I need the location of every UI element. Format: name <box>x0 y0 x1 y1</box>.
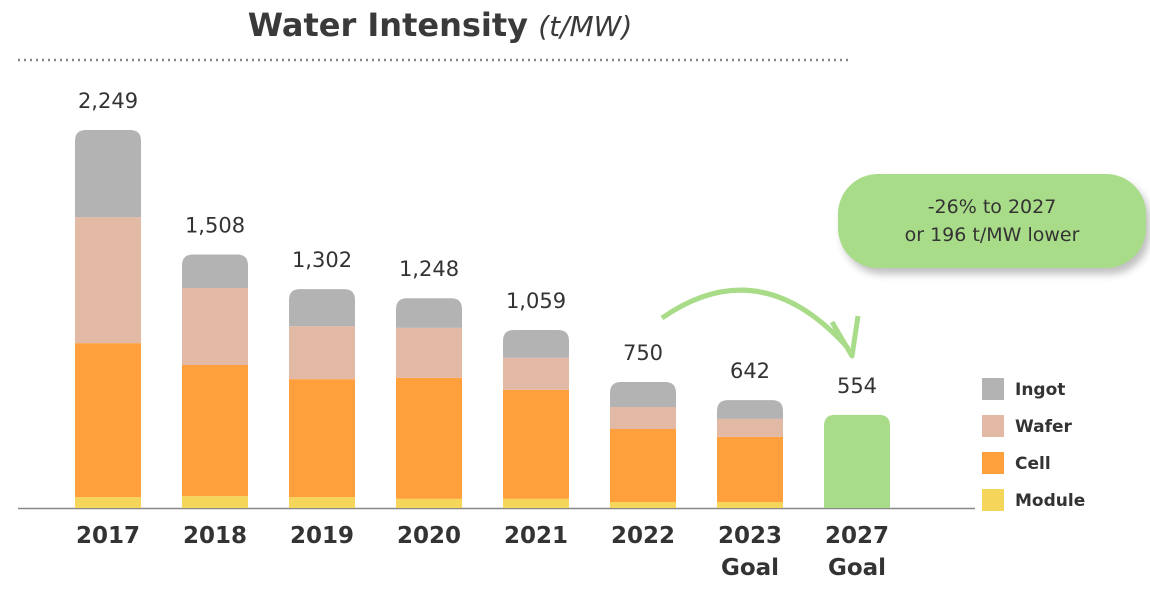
bar-segment <box>396 377 462 499</box>
bar-segment <box>182 254 248 288</box>
bar-segment <box>503 330 569 358</box>
x-tick-label: 2023 Goal <box>717 523 782 581</box>
bar-segment <box>503 357 569 390</box>
bar-segment <box>289 379 355 498</box>
chart-title: Water Intensity (t/MW) <box>0 6 880 44</box>
bar-segment <box>610 406 676 430</box>
legend-label: Wafer <box>1015 417 1073 437</box>
bar-segment <box>717 418 783 437</box>
bar-segment <box>182 287 248 365</box>
bar-segment <box>503 389 569 499</box>
value-label: 554 <box>837 374 877 398</box>
x-tick-label: 2018 <box>182 523 247 549</box>
x-tick-label: 2021 <box>503 523 568 549</box>
bar-segment <box>717 400 783 419</box>
legend-label: Ingot <box>1015 380 1065 400</box>
bar-segment <box>396 498 462 508</box>
legend-label: Module <box>1015 491 1085 511</box>
legend-swatch <box>982 378 1004 400</box>
bar-segment <box>610 501 676 508</box>
legend-swatch <box>982 415 1004 437</box>
bar-segment <box>610 381 676 407</box>
bar-segment <box>182 496 248 508</box>
bar-segment <box>75 217 141 344</box>
value-label: 1,248 <box>399 257 459 281</box>
annotation: -26% to 2027 or 196 t/MW lower <box>838 174 1146 268</box>
bar-segment <box>717 436 783 502</box>
bar-segment <box>610 429 676 502</box>
bar-segment <box>75 343 141 498</box>
bar-segment <box>289 289 355 327</box>
goal-bar <box>824 414 890 508</box>
value-label: 750 <box>623 341 663 365</box>
bar-segment <box>289 326 355 380</box>
legend-swatch <box>982 489 1004 511</box>
value-label: 1,302 <box>292 248 352 272</box>
value-label: 2,249 <box>78 89 138 113</box>
x-tick-label: 2017 <box>75 523 140 549</box>
arrow-head <box>829 315 861 359</box>
bar-segment <box>182 364 248 497</box>
bar-segment <box>396 327 462 378</box>
value-label: 642 <box>730 359 770 383</box>
x-tick-label: 2020 <box>396 523 461 549</box>
x-tick-label: 2022 <box>610 523 675 549</box>
arrow <box>660 287 850 350</box>
bar-segment <box>503 498 569 508</box>
legend-swatch <box>982 452 1004 474</box>
annotation-line: or 196 t/MW lower <box>904 224 1080 246</box>
title-text: Water Intensity <box>247 6 529 44</box>
bar-segment <box>75 497 141 508</box>
value-label: 1,508 <box>185 214 245 238</box>
x-tick-label: 2019 <box>289 523 354 549</box>
x-tick-label: 2027 Goal <box>824 523 889 581</box>
value-label: 1,059 <box>506 289 566 313</box>
bar-segment <box>717 501 783 508</box>
bar-segment <box>289 497 355 508</box>
title-unit: (t/MW) <box>538 10 633 43</box>
annotation-line: -26% to 2027 <box>927 196 1057 218</box>
bar-segment <box>396 298 462 328</box>
legend-label: Cell <box>1015 454 1051 474</box>
bar-segment <box>75 130 141 218</box>
